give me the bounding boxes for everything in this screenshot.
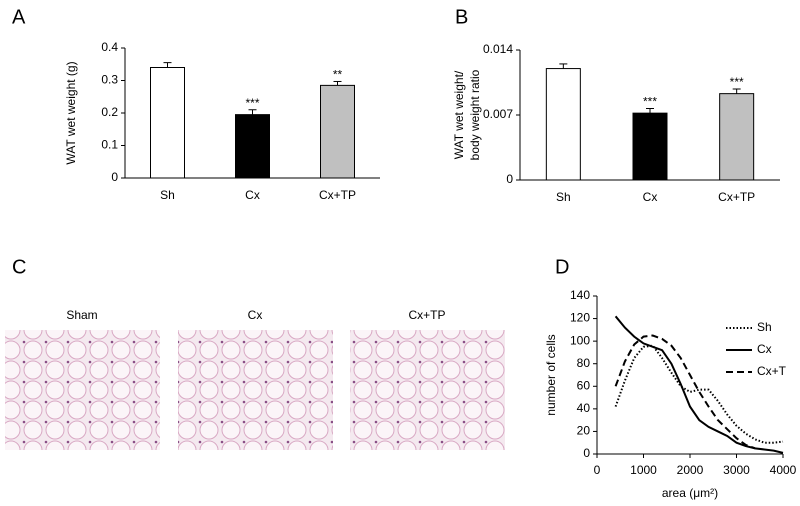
y-tick-label: 40 xyxy=(577,401,591,415)
bar xyxy=(632,112,668,181)
annotation: *** xyxy=(643,95,657,109)
annotation: ** xyxy=(333,68,343,82)
y-tick-label: 0.014 xyxy=(483,42,513,56)
y-tick-label: 60 xyxy=(577,378,591,392)
y-axis-label: WAT wet weight/ xyxy=(452,70,466,159)
x-tick-label: 4000 xyxy=(770,463,797,477)
annotation: *** xyxy=(730,75,744,89)
legend-label: Cx+T xyxy=(757,364,787,378)
x-tick-label: Cx xyxy=(245,188,260,202)
x-tick-label: Sh xyxy=(556,190,571,204)
bar xyxy=(719,93,755,181)
y-tick-label: 120 xyxy=(570,311,590,325)
bar xyxy=(545,68,581,181)
line-series xyxy=(614,334,756,450)
y-tick-label: 80 xyxy=(577,356,591,370)
x-tick-label: Sh xyxy=(160,188,175,202)
y-tick-label: 0.4 xyxy=(101,40,118,54)
x-axis-label: area (μm²) xyxy=(662,486,718,500)
y-tick-label: 140 xyxy=(570,288,590,302)
annotation: *** xyxy=(245,96,259,110)
x-tick-label: Cx+TP xyxy=(718,190,755,204)
panel-label: B xyxy=(455,6,468,28)
image-title: Sham xyxy=(66,308,97,322)
y-tick-label: 0.2 xyxy=(101,105,118,119)
x-tick-label: 2000 xyxy=(677,463,704,477)
bar xyxy=(150,67,185,179)
legend-label: Cx xyxy=(757,342,772,356)
y-tick-label: 0.3 xyxy=(101,73,118,87)
x-tick-label: 3000 xyxy=(723,463,750,477)
y-axis-label: body weight ratio xyxy=(468,69,482,160)
line-series xyxy=(614,315,784,454)
histology-image xyxy=(5,330,160,450)
panel-label: A xyxy=(12,6,26,28)
image-title: Cx+TP xyxy=(408,308,445,322)
x-tick-label: 1000 xyxy=(630,463,657,477)
y-tick-label: 0 xyxy=(506,172,513,186)
x-tick-label: Cx+TP xyxy=(319,188,356,202)
image-title: Cx xyxy=(248,308,263,322)
y-tick-label: 0.1 xyxy=(101,138,118,152)
y-axis-label: WAT wet weight (g) xyxy=(64,61,78,164)
legend-label: Sh xyxy=(757,320,772,334)
y-tick-label: 0 xyxy=(583,446,590,460)
y-axis-label: number of cells xyxy=(544,334,558,415)
y-tick-label: 100 xyxy=(570,333,590,347)
panel-label: D xyxy=(555,256,569,278)
bar xyxy=(235,114,270,179)
panel-label: C xyxy=(12,256,26,278)
x-tick-label: Cx xyxy=(643,190,658,204)
bar xyxy=(320,84,355,179)
y-tick-label: 20 xyxy=(577,424,591,438)
histology-image xyxy=(178,330,333,450)
y-tick-label: 0 xyxy=(111,170,118,184)
line-series xyxy=(614,344,784,444)
histology-image xyxy=(350,330,505,450)
x-tick-label: 0 xyxy=(594,463,601,477)
y-tick-label: 0.007 xyxy=(483,107,513,121)
